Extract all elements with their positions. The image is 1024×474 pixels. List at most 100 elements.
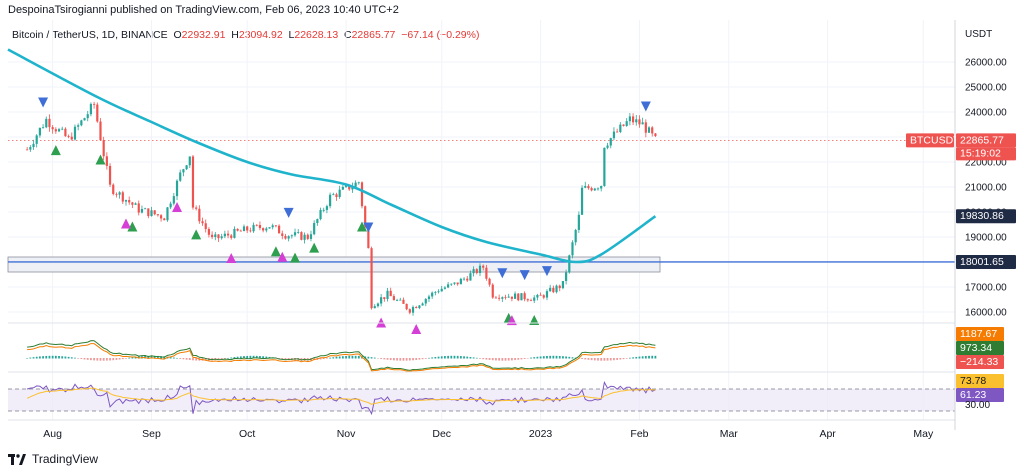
candle-body xyxy=(647,127,651,133)
candle xyxy=(265,226,268,233)
candle xyxy=(163,217,166,221)
macd-hist-bar xyxy=(542,356,545,359)
macd-hist-bar xyxy=(54,355,57,359)
macd-hist-bar xyxy=(341,356,344,359)
macd-hist-bar xyxy=(447,355,450,359)
candle xyxy=(584,181,587,189)
macd-hist-bar xyxy=(48,355,51,359)
candle xyxy=(376,302,380,308)
candle xyxy=(571,240,574,259)
macd-hist-bar xyxy=(51,355,54,359)
macd-hist-bar xyxy=(26,358,29,359)
candle xyxy=(380,294,383,307)
macd-hist-bar xyxy=(405,358,408,361)
macd-hist-bar xyxy=(348,355,351,359)
candle xyxy=(357,181,360,185)
macd-hist-bar xyxy=(319,358,322,360)
macd-hist-bar xyxy=(472,357,475,359)
candle xyxy=(258,221,262,231)
macd-hist-bar xyxy=(77,358,80,359)
candle xyxy=(498,294,501,301)
candle xyxy=(533,295,536,304)
candle xyxy=(175,179,179,201)
candle-body xyxy=(612,131,616,139)
candle-body xyxy=(67,136,70,137)
candle-body xyxy=(651,127,654,134)
macd-hist-bar xyxy=(239,356,242,359)
support-tag: 18001.65 xyxy=(956,254,1016,269)
sell-marker xyxy=(640,101,651,112)
candle xyxy=(80,119,83,127)
candle-body xyxy=(638,119,641,125)
buy-marker xyxy=(309,242,320,253)
candle xyxy=(427,294,431,303)
macd-hist-bar xyxy=(105,358,108,361)
macd-hist-bar xyxy=(396,358,398,361)
candle-body xyxy=(124,200,128,202)
macd-hist-bar xyxy=(121,358,124,360)
candle xyxy=(191,154,195,210)
x-tick-label: May xyxy=(913,428,934,440)
rsi-lower-label: 30.00 xyxy=(965,400,990,411)
candle-body xyxy=(128,200,131,203)
buy-marker xyxy=(127,221,138,232)
moving-average xyxy=(7,48,657,264)
rsi-band xyxy=(8,389,955,411)
macd-hist-bar xyxy=(517,358,520,360)
buy-marker xyxy=(529,314,540,325)
footer-brand: TradingView xyxy=(8,452,98,466)
candle-body xyxy=(501,297,504,299)
countdown-tag-bg xyxy=(956,147,1016,161)
candle xyxy=(517,293,520,302)
candle-body xyxy=(616,131,619,133)
candle-body xyxy=(462,278,466,280)
candle xyxy=(246,225,249,234)
macd-hist-bar xyxy=(418,358,421,360)
macd-hist-bar xyxy=(431,357,434,359)
macd-hist-bar xyxy=(35,356,38,359)
rsi-ma-tag-text: 73.78 xyxy=(960,375,986,387)
candle-body xyxy=(297,232,300,233)
sell-marker xyxy=(497,268,508,279)
macd-hist-bar xyxy=(488,358,491,360)
candle xyxy=(647,126,651,133)
macd-hist-bar xyxy=(609,358,612,361)
macd-hist-bar xyxy=(252,355,255,359)
hist-tag-bg xyxy=(956,355,1004,369)
macd-hist-bar xyxy=(638,356,641,359)
candle-body xyxy=(533,297,536,301)
candle xyxy=(118,191,121,199)
macd-hist-bar xyxy=(434,357,437,359)
candle-body xyxy=(619,124,622,132)
candle xyxy=(411,305,415,316)
candle-body xyxy=(494,297,498,299)
candle-body xyxy=(587,185,590,189)
macd-hist-bar xyxy=(93,358,96,361)
macd-hist-bar xyxy=(233,357,236,359)
candle-body xyxy=(115,193,118,195)
candle-body xyxy=(424,299,427,304)
rsi-ma-tag-bg xyxy=(956,374,1004,388)
candle xyxy=(54,127,57,134)
candle-body xyxy=(70,136,73,140)
candle-body xyxy=(367,226,370,249)
candle-body xyxy=(364,206,367,227)
symbol-tag-text: BTCUSDT xyxy=(910,134,960,146)
candle xyxy=(459,277,462,285)
macd-hist-bar xyxy=(412,358,414,361)
candle-body xyxy=(418,305,421,309)
candle-body xyxy=(309,234,313,239)
candle xyxy=(418,304,421,310)
candle xyxy=(211,231,214,240)
candle-body xyxy=(195,207,198,209)
support-tag-bg xyxy=(956,254,1016,269)
candle-body xyxy=(622,124,625,126)
macd-hist-bar xyxy=(597,358,599,361)
candle xyxy=(204,219,207,233)
candle xyxy=(86,110,89,122)
macd-hist-bar xyxy=(112,358,115,361)
macd-hist-bar xyxy=(625,358,628,359)
macd-hist-bar xyxy=(67,356,70,359)
macd-hist-bar xyxy=(495,358,497,361)
